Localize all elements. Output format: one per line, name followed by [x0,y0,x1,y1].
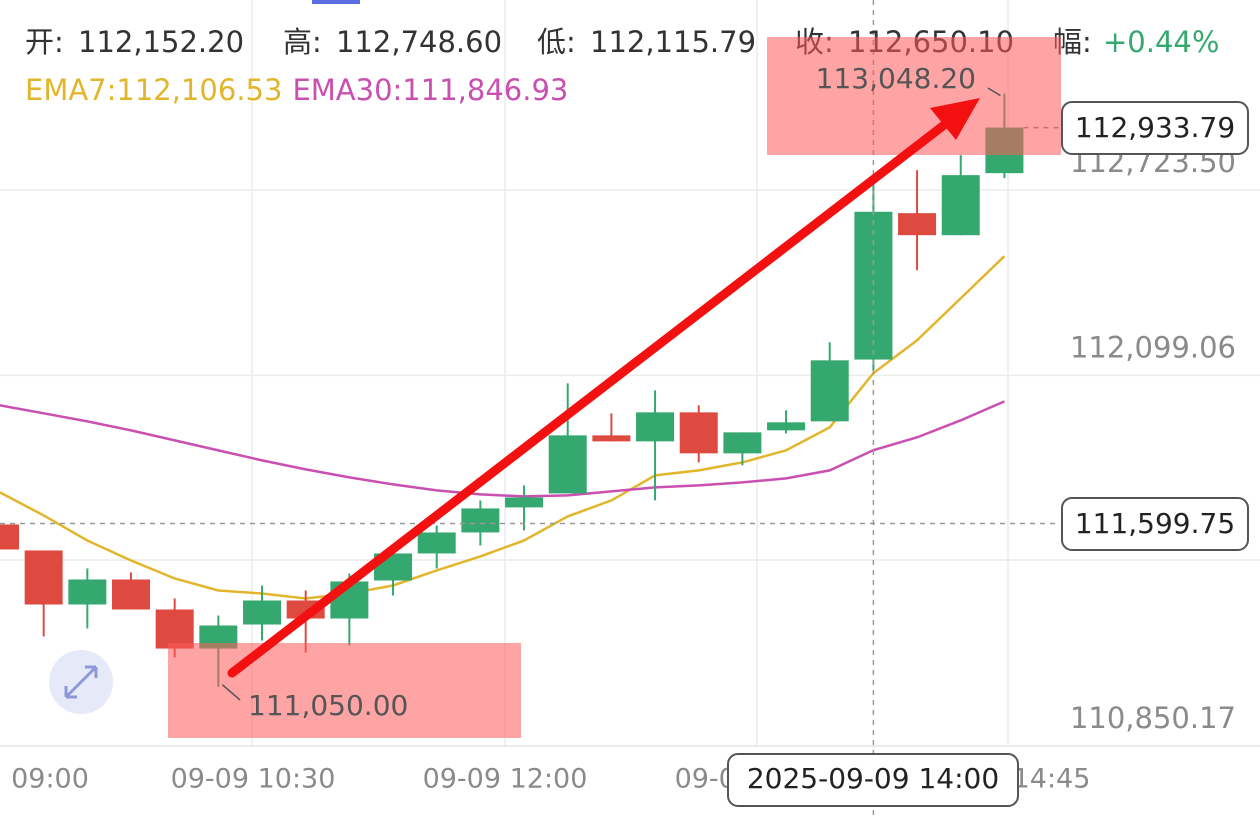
candle-body [24,550,63,605]
expand-icon [64,665,98,699]
candle-body [155,609,194,649]
leader [987,87,1001,97]
x-tick-label: 09:00 [11,764,89,795]
candle-body [548,435,587,494]
info-label: 低: [537,25,576,59]
info-value: 112,115.79 [590,25,756,59]
candle-body [941,175,980,236]
ema-line [0,400,1005,498]
candle-body [199,625,238,649]
candle-body [679,412,718,454]
high-label: 113,048.20 [816,62,976,95]
candle-body [898,213,937,236]
candle-body [417,532,456,554]
candle-body [592,435,631,442]
low-label: 111,050.00 [248,689,408,722]
candle-body [0,524,19,550]
candle-body [767,422,806,431]
candle-body [112,579,151,610]
trend-arrowhead [930,98,980,140]
legend-item: EMA30:111,846.93 [292,73,568,107]
trend-arrow [227,117,953,678]
info-value: 112,152.20 [78,25,244,59]
time-tag [727,753,1019,807]
candle-body [723,432,762,454]
x-tick-label: 09-09 12:00 [423,764,588,795]
highlight-box [767,37,1061,155]
y-tick-label: 110,850.17 [1070,701,1236,735]
candle-body [810,360,849,422]
info-value: 112,748.60 [336,25,502,59]
candle-body [68,579,107,605]
legend-item: EMA7:112,106.53 [25,73,282,107]
info-label: 开: [25,25,64,59]
crosshair-y-label: 111,599.75 [1075,507,1235,540]
info-value: +0.44% [1103,25,1219,59]
candle-body [461,508,500,533]
leader [221,684,241,701]
candle-body [636,412,675,442]
candle-body [243,600,282,625]
price-tag [1061,101,1249,155]
crosshair-x-label: 2025-09-09 14:00 [747,762,999,795]
candle-body [505,497,544,508]
last-price-label: 112,933.79 [1075,111,1235,144]
highlight-box [168,643,521,738]
info-label: 高: [283,25,322,59]
tab-indicator [312,0,360,4]
y-tick-label: 112,099.06 [1070,330,1236,364]
x-tick-label: 09-09 10:30 [171,764,336,795]
price-tag [1061,497,1249,551]
